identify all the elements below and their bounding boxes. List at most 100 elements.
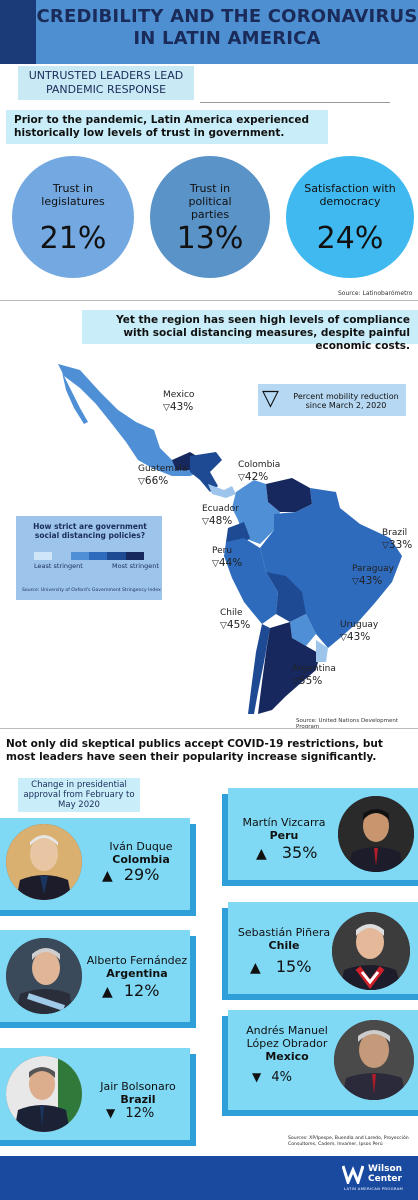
country-label-mexico: Mexico ▽43% xyxy=(163,390,194,414)
leader-country: Mexico xyxy=(265,1050,309,1063)
country-name: Argentina xyxy=(292,664,336,674)
map-uruguay xyxy=(316,640,328,662)
approval-change: ▼ 4% xyxy=(252,1068,292,1087)
country-value: 66% xyxy=(144,475,169,487)
approval-change: ▲ 15% xyxy=(250,958,311,977)
approval-value: 29% xyxy=(123,865,160,884)
country-name: Mexico xyxy=(163,390,195,400)
stat-label: Trust in political parties xyxy=(188,182,232,221)
leader-name: Iván Duque xyxy=(109,840,173,853)
leader-photo xyxy=(338,796,414,872)
stat-value: 21% xyxy=(39,221,107,256)
map-bolivia xyxy=(266,572,306,622)
leader-photo xyxy=(334,1020,414,1100)
country-name: Colombia xyxy=(238,460,281,470)
approval-value: 12% xyxy=(123,981,160,1000)
leader-country: Colombia xyxy=(112,853,170,866)
leader-name-block: Jair Bolsonaro Brazil xyxy=(90,1080,186,1106)
map-chile xyxy=(248,624,270,714)
leader-photo xyxy=(6,938,82,1014)
avatar xyxy=(6,824,82,900)
mobility-legend: ▽ Percent mobility reduction since March… xyxy=(258,384,406,416)
trust-callout: Prior to the pandemic, Latin America exp… xyxy=(6,110,328,144)
divider xyxy=(200,102,390,103)
mobility-legend-text: Percent mobility reduction since March 2… xyxy=(293,392,399,410)
country-label-argentina: Argentina ▽55% xyxy=(292,664,336,688)
stringency-question: How strict are government social distanc… xyxy=(33,522,147,540)
stat-circle-democracy: Satisfaction with democracy 24% xyxy=(286,156,414,278)
up-arrow-icon: ▲ xyxy=(102,868,113,884)
stat-label: Trust in legislatures xyxy=(41,182,105,208)
leader-name: Martín Vizcarra xyxy=(242,816,326,829)
country-label-guatemala: Guatemala ▽66% xyxy=(138,464,188,488)
source-note: Source: University of Oxford's Governmen… xyxy=(22,588,161,593)
sources-note: Sources: XP/Ipespe, Buendía and Laredo, … xyxy=(288,1136,409,1147)
stat-circle-parties: Trust in political parties 13% xyxy=(150,156,270,278)
leader-country: Chile xyxy=(268,939,300,952)
down-triangle-icon: ▽ xyxy=(220,621,227,631)
approval-label: Change in presidential approval from Feb… xyxy=(18,778,140,812)
country-name: Peru xyxy=(212,546,233,556)
down-triangle-icon: ▽ xyxy=(138,477,145,487)
country-value: 44% xyxy=(218,557,243,569)
approval-change: ▲ 12% xyxy=(102,982,159,1001)
avatar xyxy=(6,938,82,1014)
scale-swatch xyxy=(70,552,89,560)
most-stringent-label: Most stringent xyxy=(112,562,159,570)
leader-name-block: Alberto Fernández Argentina xyxy=(84,954,190,980)
country-label-paraguay: Paraguay ▽43% xyxy=(352,564,394,588)
avatar xyxy=(334,1020,414,1100)
approval-value: 4% xyxy=(271,1070,292,1085)
down-triangle-icon: ▽ xyxy=(382,541,389,551)
logo-subtitle: LATIN AMERICAN PROGRAM xyxy=(344,1186,404,1191)
scale-swatch xyxy=(34,552,53,560)
card-body: Martín Vizcarra Peru ▲ 35% xyxy=(228,788,418,880)
country-name: Chile xyxy=(220,608,243,618)
down-triangle-icon: ▽ xyxy=(292,677,299,687)
header: CREDIBILITY AND THE CORONAVIRUS IN LATIN… xyxy=(0,0,418,64)
down-triangle-icon: ▽ xyxy=(163,403,170,413)
map-venezuela xyxy=(266,478,312,512)
leader-name: Jair Bolsonaro xyxy=(100,1080,176,1093)
wilson-logo-icon xyxy=(342,1165,364,1184)
map-brazil xyxy=(260,504,402,648)
up-arrow-icon: ▲ xyxy=(102,984,113,1000)
country-name: Uruguay xyxy=(340,620,379,630)
wilson-center-logo[interactable]: Wilson Center LATIN AMERICAN PROGRAM xyxy=(340,1160,416,1192)
down-arrow-icon: ▼ xyxy=(106,1106,116,1120)
down-triangle-icon: ▽ xyxy=(212,559,219,569)
source-note: Source: Latinobarómetro xyxy=(338,290,413,297)
header-bar xyxy=(36,0,418,64)
compliance-callout: Yet the region has seen high levels of c… xyxy=(82,310,418,352)
map-baja xyxy=(62,372,88,424)
card-body: Alberto Fernández Argentina ▲ 12% xyxy=(0,930,190,1022)
country-label-chile: Chile ▽45% xyxy=(220,608,250,632)
country-value: 43% xyxy=(358,575,383,587)
country-value: 42% xyxy=(244,471,269,483)
country-value: 45% xyxy=(226,619,251,631)
scale-swatch xyxy=(125,552,144,560)
avatar xyxy=(338,796,414,872)
leader-photo xyxy=(6,1056,82,1132)
card-body: Iván Duque Colombia ▲ 29% xyxy=(0,818,190,910)
card-body: Jair Bolsonaro Brazil ▼ 12% xyxy=(0,1048,190,1140)
down-triangle-icon: ▽ xyxy=(340,633,347,643)
stringency-legend: How strict are government social distanc… xyxy=(16,516,162,600)
least-stringent-label: Least stringent xyxy=(34,562,83,570)
avatar xyxy=(332,912,410,990)
country-value: 43% xyxy=(346,631,371,643)
page-subtitle: UNTRUSTED LEADERS LEAD PANDEMIC RESPONSE xyxy=(18,66,194,100)
map-argentina xyxy=(258,622,320,714)
leader-name: Sebastián Piñera xyxy=(237,926,331,939)
popularity-callout: Not only did skeptical publics accept CO… xyxy=(6,738,383,763)
leader-country: Brazil xyxy=(120,1093,156,1106)
map-paraguay xyxy=(290,614,316,646)
up-arrow-icon: ▲ xyxy=(250,960,261,976)
scale-swatch xyxy=(88,552,108,560)
leader-name-block: Andrés Manuel López Obrador Mexico xyxy=(232,1024,342,1063)
leader-country: Argentina xyxy=(106,967,168,980)
author-credit: By Emma Sarfity xyxy=(312,1148,350,1153)
up-arrow-icon: ▲ xyxy=(256,846,267,862)
down-arrow-icon: ▼ xyxy=(252,1070,262,1084)
latin-america-map xyxy=(58,364,402,714)
